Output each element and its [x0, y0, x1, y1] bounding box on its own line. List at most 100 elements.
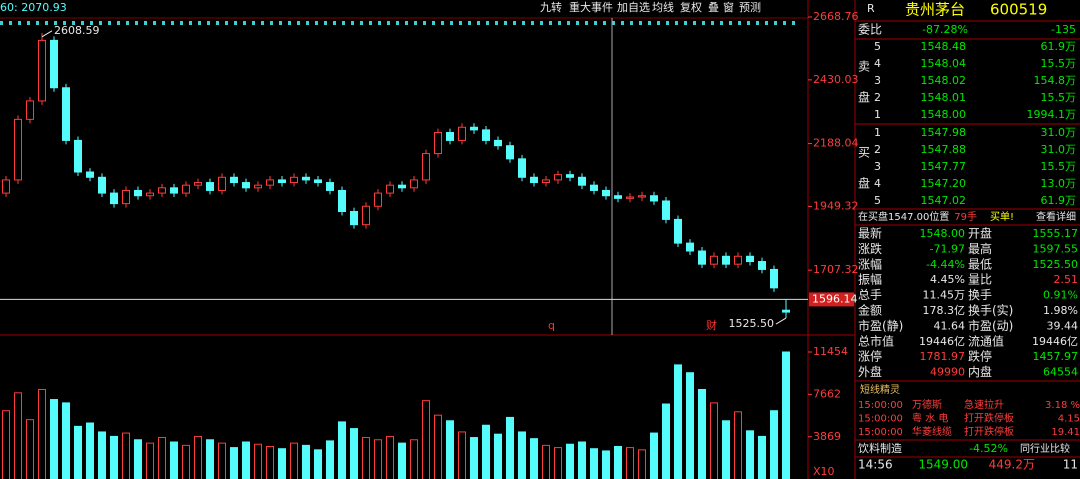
ratio-label: 委比 [858, 23, 882, 37]
candle-body [518, 158, 526, 178]
volume-bar [482, 424, 490, 479]
event-marker[interactable]: q [548, 319, 555, 332]
candle-body [398, 184, 406, 189]
candle-body [482, 129, 490, 141]
alert-stock[interactable]: 万德斯 [912, 398, 942, 411]
volume-tick-label: 11454 [813, 345, 848, 358]
toolbar-button[interactable]: 叠 [708, 1, 719, 14]
volume-bar [350, 428, 358, 479]
stat-label: 流通值 [968, 333, 1004, 348]
candle-body [578, 176, 586, 186]
candle-body [650, 195, 658, 202]
candle-body [470, 126, 478, 131]
volume-tick-label: 7662 [813, 387, 841, 400]
level: 3 [874, 74, 881, 87]
order-price: 1548.01 [921, 91, 967, 104]
stat-value: 1548.00 [920, 227, 966, 240]
stat-label: 涨停 [858, 349, 882, 364]
level: 2 [874, 143, 881, 156]
toolbar-button[interactable]: 重大事件 [569, 0, 613, 14]
order-volume: 1994.1万 [1027, 108, 1077, 121]
toolbar-button[interactable]: 九转 [540, 0, 562, 14]
volume-bar [386, 435, 394, 479]
volume-bar [218, 442, 226, 479]
side-label: 卖 [858, 60, 870, 74]
volume-bar [446, 420, 454, 479]
annotation-leader [775, 317, 787, 325]
volume-bar [530, 438, 538, 479]
candle-body [698, 250, 706, 265]
volume-bar [770, 410, 778, 479]
stat-label: 最低 [968, 257, 992, 271]
stat-label: 涨幅 [858, 256, 882, 271]
volume-bar [722, 420, 730, 479]
volume-bar [542, 444, 550, 479]
volume-bar [146, 442, 154, 479]
toolbar-button[interactable]: 复权 [680, 0, 702, 14]
toolbar-button[interactable]: 窗 [723, 0, 734, 14]
tick-price: 1549.00 [918, 458, 968, 472]
level: 5 [874, 40, 881, 53]
candle-body [734, 255, 742, 265]
volume-bar [26, 419, 34, 479]
volume-bar [494, 433, 502, 479]
candle-body [614, 195, 622, 199]
stat-label: 市盈(静) [858, 318, 903, 333]
detail-link[interactable]: 查看详细 [1036, 210, 1076, 223]
volume-bar [38, 388, 46, 479]
volume-bar [254, 443, 262, 479]
stat-value: -4.44% [926, 258, 965, 271]
alert-event: 打开跌停板 [964, 425, 1014, 438]
volume-bar [434, 414, 442, 479]
toolbar-button[interactable]: 加自选 [617, 1, 650, 14]
candle-body [530, 176, 538, 184]
order-volume: 61.9万 [1041, 40, 1077, 53]
volume-bar [170, 441, 178, 479]
stat-value: -71.97 [930, 242, 965, 255]
candle-body [674, 218, 682, 244]
side-label: 买 [858, 146, 870, 160]
tick-time: 14:56 [858, 458, 893, 472]
high-annotation: 2608.59 [54, 24, 100, 37]
candle-body [362, 205, 370, 226]
industry-link[interactable]: 同行业比较 [1020, 442, 1070, 455]
alert-stock[interactable]: 华菱线缆 [912, 425, 952, 438]
candle-body [182, 184, 190, 194]
volume-bar [650, 432, 658, 479]
order-price: 1547.77 [921, 160, 967, 173]
alert-stock[interactable]: 粤 水 电 [912, 412, 948, 425]
candle-body [746, 255, 754, 263]
volume-bar [578, 441, 586, 479]
order-price: 1547.88 [921, 143, 967, 156]
event-marker[interactable]: 财 [706, 318, 717, 332]
candle-body [590, 184, 598, 191]
order-volume: 31.0万 [1041, 126, 1077, 139]
candle-body [62, 87, 70, 141]
stat-label: 最新 [858, 226, 882, 241]
notice: 在买盘1547.00位置 [858, 210, 949, 223]
volume-bar [278, 448, 286, 479]
stat-value: 19446亿 [1032, 335, 1078, 348]
toolbar-button[interactable]: 均线 [652, 0, 674, 14]
volume-bar [746, 430, 754, 479]
notice-tag: 买单! [990, 211, 1014, 223]
volume-bar [338, 421, 346, 479]
toolbar-button[interactable]: 预测 [739, 1, 761, 14]
candle-body [26, 100, 34, 120]
candle-body [602, 189, 610, 197]
candle-body [158, 187, 166, 194]
volume-bar [362, 437, 370, 479]
stock-name: 贵州茅台 [905, 1, 965, 19]
volume-bar [86, 422, 94, 479]
candle-body [710, 255, 718, 265]
level: 4 [874, 177, 881, 190]
volume-bar [290, 442, 298, 479]
low-annotation: 1525.50 [729, 317, 775, 330]
level: 3 [874, 160, 881, 173]
candle-body [14, 118, 22, 181]
alert-value: 19.41 [1051, 427, 1080, 438]
volume-bar [230, 447, 238, 479]
candle-body [446, 132, 454, 141]
